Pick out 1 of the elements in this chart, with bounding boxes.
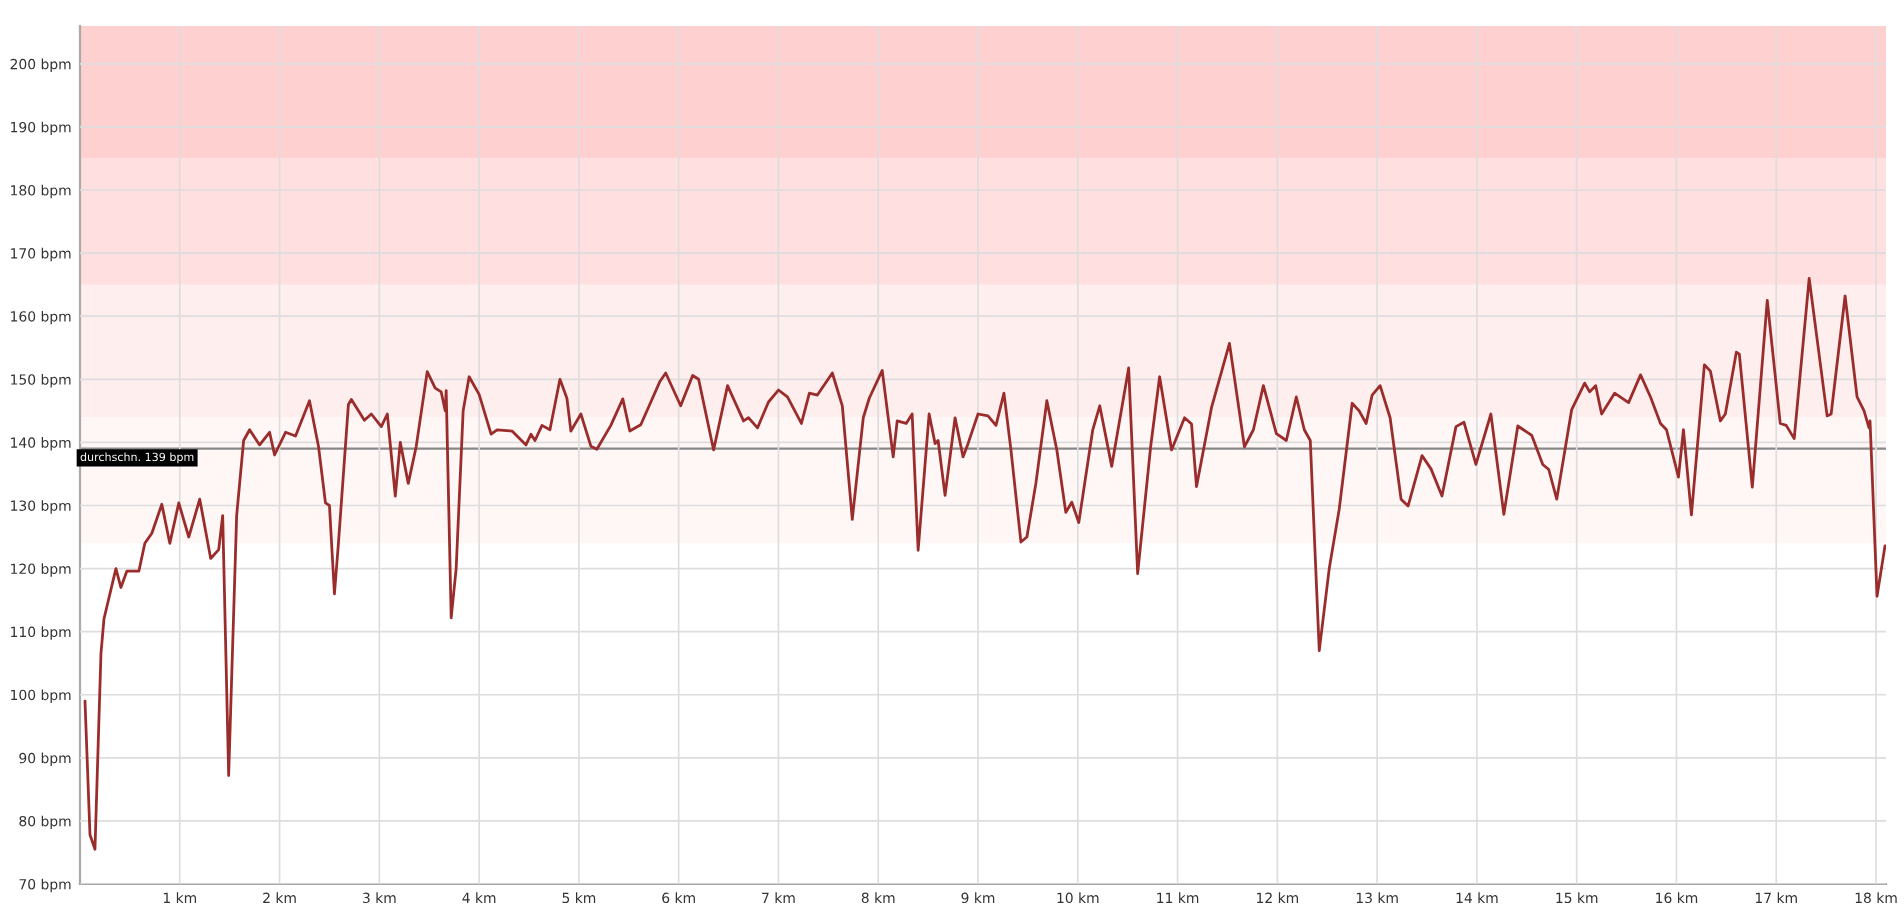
- line-series: [83, 276, 1886, 851]
